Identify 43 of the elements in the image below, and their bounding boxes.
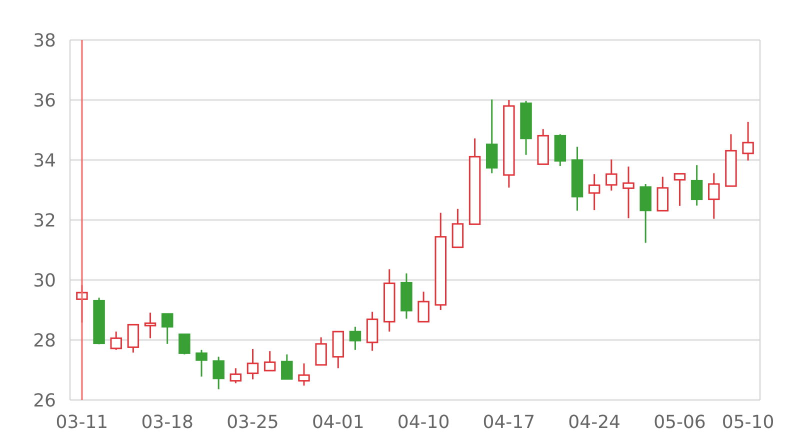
candlestick: [656, 176, 669, 212]
x-tick-label: 03-11: [56, 412, 108, 433]
x-tick-label: 03-18: [141, 412, 194, 433]
candlestick: [196, 349, 208, 378]
y-tick-label: 26: [33, 390, 56, 412]
x-tick-label: 05-06: [654, 412, 706, 433]
candlestick: [161, 313, 174, 345]
candlestick: [246, 348, 259, 380]
x-tick-label: 04-24: [568, 412, 620, 433]
candlestick: [606, 158, 618, 192]
x-tick-label: 05-10: [722, 412, 774, 433]
candlestick: [349, 326, 362, 351]
candlestick: [708, 172, 720, 220]
candlestick: [486, 98, 498, 174]
candlestick: [588, 173, 600, 211]
candlestick: [315, 336, 327, 366]
candlestick: [110, 330, 122, 351]
candlestick: [366, 311, 378, 352]
x-tick-label: 04-17: [482, 412, 536, 433]
candlestick: [452, 208, 464, 248]
x-tick-label: 04-01: [312, 412, 364, 433]
candlestick: [212, 356, 224, 390]
y-tick-label: 32: [33, 210, 56, 232]
candlestick: [178, 334, 190, 356]
candlestick: [674, 173, 686, 207]
y-tick-label: 28: [33, 330, 56, 352]
candlestick: [640, 183, 652, 244]
candlestick: [144, 312, 156, 339]
candlestick: [127, 324, 140, 354]
x-tick-label: 03-25: [226, 412, 279, 433]
candlestick: [281, 354, 293, 380]
y-tick-label: 36: [33, 90, 56, 112]
candlestick: [298, 362, 310, 386]
x-tick-label: 04-10: [397, 412, 450, 433]
y-tick-label: 34: [33, 150, 56, 172]
candlestick: [418, 290, 430, 322]
y-tick-label: 38: [33, 30, 56, 52]
candlestick: [742, 121, 754, 162]
y-tick-label: 30: [33, 270, 56, 292]
candlestick: [622, 166, 634, 219]
candlestick: [690, 164, 703, 206]
candlestick: [230, 367, 242, 384]
candlestick: [264, 350, 276, 372]
